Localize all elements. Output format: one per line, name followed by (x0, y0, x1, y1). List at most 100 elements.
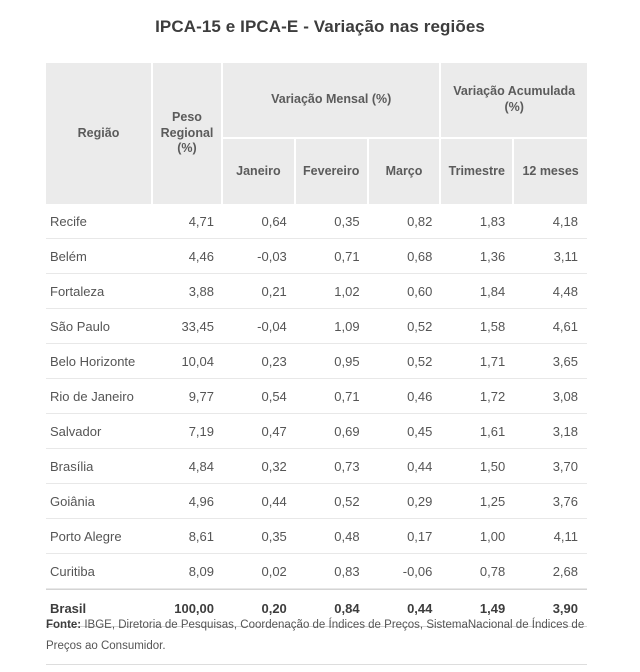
ipca-variation-table: Região Peso Regional (%) Variação Mensal… (46, 63, 587, 627)
cell-peso-regional: 8,09 (153, 554, 223, 589)
table-row: Goiânia 4,96 0,44 0,52 0,29 1,25 3,76 (46, 484, 587, 519)
cell-regiao: Salvador (46, 414, 153, 449)
table-row: São Paulo 33,45 -0,04 1,09 0,52 1,58 4,61 (46, 309, 587, 344)
column-header-trimestre: Trimestre (441, 139, 515, 204)
cell-regiao: Belo Horizonte (46, 344, 153, 379)
header-sub-row: Janeiro Fevereiro Março Trimestre 12 mes… (46, 139, 587, 204)
cell-12-meses: 3,11 (514, 239, 587, 274)
column-group-header-variacao-mensal: Variação Mensal (%) (223, 63, 442, 139)
cell-regiao: Fortaleza (46, 274, 153, 309)
column-header-peso-regional: Peso Regional (%) (153, 63, 223, 204)
cell-peso-regional: 7,19 (153, 414, 223, 449)
cell-peso-regional: 33,45 (153, 309, 223, 344)
column-header-regiao: Região (46, 63, 153, 204)
column-header-fevereiro: Fevereiro (295, 139, 369, 204)
cell-fevereiro: 0,71 (295, 379, 369, 414)
cell-fevereiro: 0,48 (295, 519, 369, 554)
cell-janeiro: 0,02 (223, 554, 296, 589)
cell-marco: -0,06 (368, 554, 442, 589)
cell-fevereiro: 0,69 (295, 414, 369, 449)
cell-janeiro: -0,03 (223, 239, 296, 274)
table-container: Região Peso Regional (%) Variação Mensal… (46, 63, 587, 627)
source-text: IBGE, Diretoria de Pesquisas, Coordenaçã… (46, 619, 585, 653)
cell-peso-regional: 100,00 (153, 589, 223, 627)
header-group-row: Região Peso Regional (%) Variação Mensal… (46, 63, 587, 204)
table-row: Salvador 7,19 0,47 0,69 0,45 1,61 3,18 (46, 414, 587, 449)
cell-marco: 0,46 (368, 379, 442, 414)
cell-12-meses: 3,18 (514, 414, 587, 449)
cell-fevereiro: 0,73 (295, 449, 369, 484)
cell-trimestre: 1,83 (441, 204, 515, 239)
cell-peso-regional: 4,46 (153, 239, 223, 274)
cell-janeiro: 0,64 (223, 204, 296, 239)
cell-janeiro: -0,04 (223, 309, 296, 344)
cell-trimestre: 1,58 (441, 309, 515, 344)
cell-peso-regional: 4,96 (153, 484, 223, 519)
table-header: Região Peso Regional (%) Variação Mensal… (46, 63, 587, 204)
cell-trimestre: 1,71 (441, 344, 515, 379)
cell-trimestre: 1,61 (441, 414, 515, 449)
cell-regiao: Curitiba (46, 554, 153, 589)
cell-12-meses: 4,18 (514, 204, 587, 239)
column-group-header-variacao-acumulada: Variação Acumulada (%) (441, 63, 587, 139)
table-row: Rio de Janeiro 9,77 0,54 0,71 0,46 1,72 3,08 (46, 379, 587, 414)
cell-fevereiro: 0,35 (295, 204, 369, 239)
table-body: Recife 4,71 0,64 0,35 0,82 1,83 4,18 Belém 4,46-… (46, 204, 587, 627)
source-label: Fonte: (46, 619, 82, 631)
cell-12-meses: 3,76 (514, 484, 587, 519)
cell-fevereiro: 0,95 (295, 344, 369, 379)
cell-fevereiro: 0,71 (295, 239, 369, 274)
cell-janeiro: 0,47 (223, 414, 296, 449)
cell-regiao: Porto Alegre (46, 519, 153, 554)
cell-marco: 0,82 (368, 204, 442, 239)
cell-janeiro: 0,54 (223, 379, 296, 414)
cell-regiao: Goiânia (46, 484, 153, 519)
column-header-marco: Março (368, 139, 442, 204)
cell-12-meses: 3,90 (514, 589, 587, 627)
cell-trimestre: 1,50 (441, 449, 515, 484)
table-row: Recife 4,71 0,64 0,35 0,82 1,83 4,18 (46, 204, 587, 239)
cell-peso-regional: 10,04 (153, 344, 223, 379)
cell-peso-regional: 4,84 (153, 449, 223, 484)
cell-regiao: Recife (46, 204, 153, 239)
cell-marco: 0,45 (368, 414, 442, 449)
page-title: IPCA-15 e IPCA-E - Variação nas regiões (155, 17, 485, 36)
cell-trimestre: 1,72 (441, 379, 515, 414)
cell-janeiro: 0,20 (223, 589, 296, 627)
cell-trimestre: 0,78 (441, 554, 515, 589)
cell-12-meses: 4,61 (514, 309, 587, 344)
cell-regiao: Rio de Janeiro (46, 379, 153, 414)
cell-janeiro: 0,21 (223, 274, 296, 309)
cell-peso-regional: 9,77 (153, 379, 223, 414)
cell-peso-regional: 4,71 (153, 204, 223, 239)
cell-marco: 0,60 (368, 274, 442, 309)
table-row: Fortaleza 3,88 0,21 1,02 0,60 1,84 4,48 (46, 274, 587, 309)
table-source-note: Fonte: IBGE, Diretoria de Pesquisas, Coo… (46, 610, 587, 665)
cell-marco: 0,52 (368, 309, 442, 344)
cell-trimestre: 1,36 (441, 239, 515, 274)
table-row: Porto Alegre 8,61 0,35 0,48 0,17 1,00 4,11 (46, 519, 587, 554)
table-total-row: Brasil 100,00 0,20 0,84 0,44 1,49 3,90 (46, 589, 587, 627)
cell-marco: 0,44 (368, 449, 442, 484)
cell-janeiro: 0,44 (223, 484, 296, 519)
cell-fevereiro: 1,09 (295, 309, 369, 344)
cell-trimestre: 1,00 (441, 519, 515, 554)
cell-12-meses: 3,65 (514, 344, 587, 379)
cell-fevereiro: 1,02 (295, 274, 369, 309)
cell-trimestre: 1,49 (441, 589, 515, 627)
cell-marco: 0,29 (368, 484, 442, 519)
cell-12-meses: 4,48 (514, 274, 587, 309)
cell-marco: 0,68 (368, 239, 442, 274)
cell-12-meses: 3,70 (514, 449, 587, 484)
cell-peso-regional: 8,61 (153, 519, 223, 554)
cell-janeiro: 0,35 (223, 519, 296, 554)
cell-trimestre: 1,84 (441, 274, 515, 309)
cell-12-meses: 4,11 (514, 519, 587, 554)
cell-regiao: Brasil (46, 589, 153, 627)
cell-fevereiro: 0,52 (295, 484, 369, 519)
table-row: Brasília 4,84 0,32 0,73 0,44 1,50 3,70 (46, 449, 587, 484)
cell-marco: 0,52 (368, 344, 442, 379)
cell-regiao: Belém (46, 239, 153, 274)
table-row: Belém 4,46 -0,03 0,71 0,68 1,36 3,11 (46, 239, 587, 274)
table-row: Curitiba 8,09 0,02 0,83 -0,06 0,78 2,68 (46, 554, 587, 589)
